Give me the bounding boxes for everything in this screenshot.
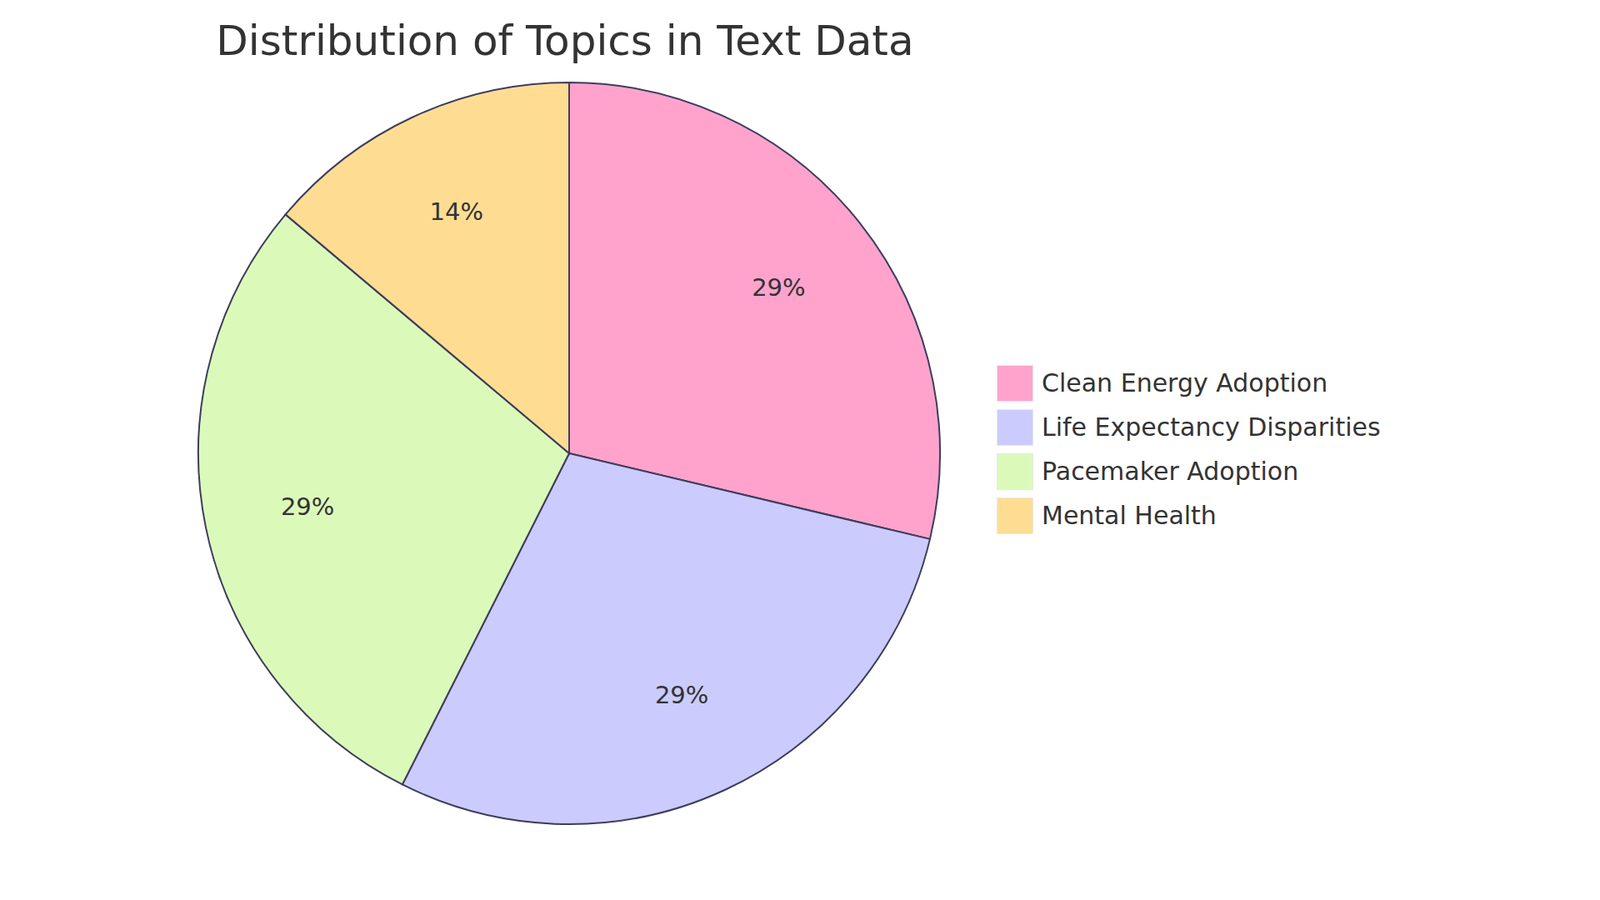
svg-text:29%: 29% <box>751 273 805 302</box>
svg-text:14%: 14% <box>430 197 484 226</box>
html-text:Mental Health: Mental Health <box>1041 500 1217 530</box>
html-text:Pacemaker Adoption: Pacemaker Adoption <box>1041 456 1299 486</box>
html-text:Distribution of Topics in Text: Distribution of Topics in Text Data <box>216 16 914 65</box>
html-text:Clean Energy Adoption: Clean Energy Adoption <box>1041 368 1328 398</box>
svg-text:29%: 29% <box>655 680 709 710</box>
html-text:Life Expectancy Disparities: Life Expectancy Disparities <box>1041 412 1381 442</box>
svg-text:29%: 29% <box>280 492 335 521</box>
